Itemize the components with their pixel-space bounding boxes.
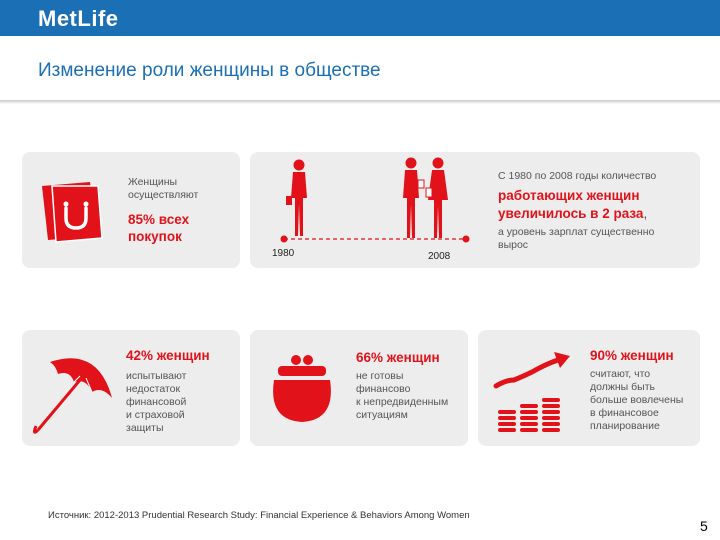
- card-financial-planning: 90% женщин считают, что должны быть боль…: [478, 330, 700, 446]
- card1-big1: 85% всех: [128, 212, 190, 227]
- card2-big1: работающих женщин: [498, 188, 640, 203]
- growth-coins-icon: [493, 352, 570, 432]
- source-footnote: Источник: 2012-2013 Prudential Research …: [48, 510, 470, 521]
- card5-line4: в финансовое: [590, 407, 659, 419]
- card4-line4: ситуациям: [356, 409, 408, 421]
- card4-line1: не готовы: [356, 370, 404, 382]
- header-divider: [0, 100, 720, 104]
- card-insurance: 42% женщин испытывают недостаток финансо…: [22, 330, 240, 446]
- year-2008: 2008: [428, 251, 451, 262]
- card3-big: 42% женщин: [126, 348, 210, 363]
- shopping-bag-icon: [42, 182, 103, 243]
- card-emergency: 66% женщин не готовы финансово к непредв…: [250, 330, 468, 446]
- card4-line2: финансово: [356, 383, 411, 395]
- card4-big: 66% женщин: [356, 350, 440, 365]
- card4-line3: к непредвиденным: [356, 396, 449, 408]
- card1-line1: Женщины: [128, 176, 178, 188]
- metlife-logo[interactable]: MetLife: [38, 6, 119, 31]
- card1-big2: покупок: [128, 229, 182, 244]
- card5-line5: планирование: [590, 420, 660, 432]
- card1-line2: осуществляют: [128, 189, 199, 201]
- timeline-line: [280, 235, 470, 243]
- card5-big: 90% женщин: [590, 348, 674, 363]
- card2-big2: увеличилось в 2 раза,: [498, 206, 647, 222]
- year-1980: 1980: [272, 248, 295, 259]
- card5-line1: считают, что: [590, 368, 651, 380]
- card2-big2-text: увеличилось в 2 раза: [498, 206, 644, 221]
- card3-line1: испытывают: [126, 370, 187, 382]
- page-number: 5: [700, 518, 708, 534]
- card2-text2: а уровень зарплат существенно: [498, 226, 655, 238]
- page-title: Изменение роли женщины в обществе: [38, 60, 381, 81]
- woman-figure-icon: [286, 159, 307, 236]
- card2-text1: С 1980 по 2008 годы количество: [498, 170, 657, 182]
- card-shopping: Женщины осуществляют 85% всех покупок: [22, 152, 240, 268]
- card3-line4: и страховой: [126, 409, 185, 421]
- umbrella-icon: [32, 358, 112, 434]
- card5-line2: должны быть: [590, 381, 655, 393]
- card3-line5: защиты: [126, 422, 164, 434]
- women-pair-icon: [403, 157, 448, 238]
- header-bar: MetLife: [0, 0, 720, 36]
- card3-line2: недостаток: [126, 383, 181, 395]
- card-working-women: 1980 2008 С 1980 по 2008 годы количество…: [250, 152, 700, 268]
- card2-big2-end: ,: [643, 206, 648, 221]
- card2-text3: вырос: [498, 239, 529, 251]
- card5-line3: больше вовлечены: [590, 394, 684, 406]
- purse-icon: [273, 355, 331, 422]
- card3-line3: финансовой: [126, 396, 187, 408]
